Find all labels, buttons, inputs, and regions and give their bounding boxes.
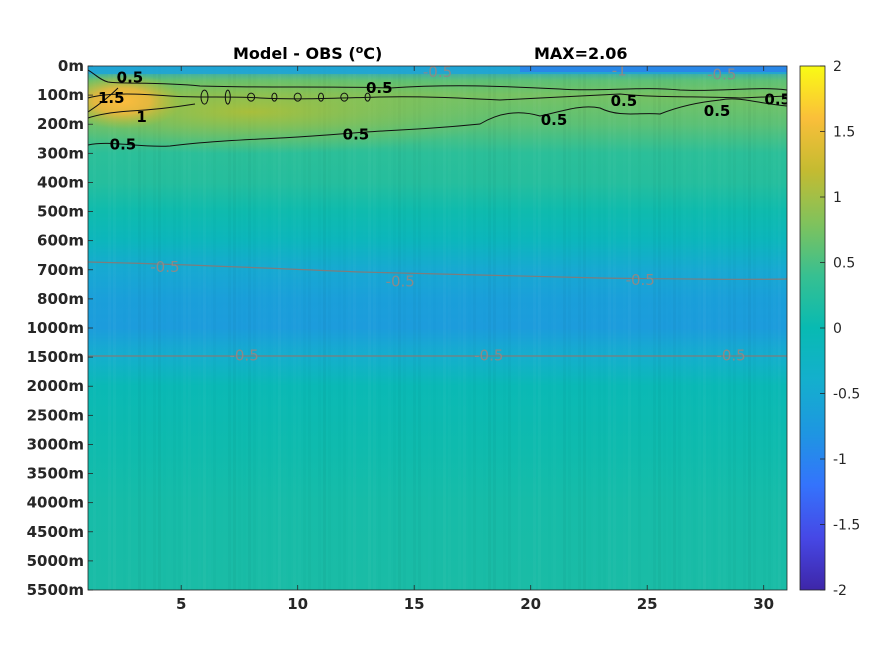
max-annotation: MAX=2.06 — [534, 44, 628, 63]
contour-label-negative: -0.5 — [386, 272, 415, 290]
y-tick-label: 600m — [37, 232, 84, 250]
contour-loop — [318, 92, 324, 102]
y-tick-label: 5000m — [27, 552, 84, 570]
y-tick-label: 200m — [37, 115, 84, 133]
contour-lines-negative — [88, 261, 787, 357]
x-tick-label: 20 — [520, 595, 541, 613]
chart-title-text: Model - OBS ( — [233, 44, 356, 63]
y-tick-label: 4000m — [27, 494, 84, 512]
x-tick-label: 15 — [404, 595, 425, 613]
contour-label-negative: -0.5 — [229, 347, 258, 365]
y-tick-label: 500m — [37, 203, 84, 221]
contour-label-positive: 0.5 — [343, 125, 370, 143]
warm-core — [88, 73, 184, 129]
y-tick-label: 3000m — [27, 435, 84, 453]
y-tick-label: 3500m — [27, 465, 84, 483]
contour-loop — [200, 89, 209, 105]
y-tick-label: 1000m — [27, 319, 84, 337]
contour-label-negative: -0.5 — [150, 258, 179, 276]
contour-loop — [293, 92, 302, 102]
y-axis: 0m 100m 200m 300m 400m 500m 600m 700m 800m 1000m 1… — [27, 57, 93, 599]
colorbar-tick-label: 1.5 — [833, 125, 855, 141]
contour-loop — [247, 92, 256, 102]
colorbar-tick-label: -2 — [833, 583, 847, 599]
contour-loop — [271, 92, 278, 102]
colorbar-tick-label: -1.5 — [833, 518, 860, 534]
chart-title-unit-letter: o — [356, 43, 364, 56]
x-tick-label: 5 — [176, 595, 186, 613]
contour-label-positive: 0.5 — [764, 90, 791, 108]
contour-label-negative: -0.5 — [626, 271, 655, 289]
x-tick-label: 10 — [287, 595, 308, 613]
contour-label-positive: 0.5 — [366, 79, 393, 97]
contour-warm-edge — [88, 87, 119, 113]
contour-loop — [364, 92, 371, 102]
contour-label-negative: -0.5 — [716, 347, 745, 365]
contour-label-negative: -1 — [612, 61, 627, 79]
contour-labels: 0.5 1.5 1 0.5 0.5 0.5 0.5 0.5 0.5 0.5 -0.5 -1 -0.5 -0… — [98, 61, 791, 365]
contour-label-positive: 0.5 — [110, 136, 137, 154]
y-tick-label: 700m — [37, 261, 84, 279]
y-tick-label: 800m — [37, 290, 84, 308]
y-tick-label: 2000m — [27, 377, 84, 395]
contour-neg-700 — [88, 261, 787, 281]
contour-label-positive: 1.5 — [98, 89, 125, 107]
contour-loops — [200, 89, 371, 105]
y-tick-label: 0m — [58, 57, 84, 75]
surface-cold-strip — [88, 66, 787, 74]
y-tick-label: 5500m — [27, 581, 84, 599]
colorbar-tick-label: -0.5 — [833, 387, 860, 403]
y-tick-label: 100m — [37, 86, 84, 104]
y-tick-label: 2500m — [27, 406, 84, 424]
contour-positive-mid — [88, 93, 787, 101]
colorbar-tick-label: 0 — [833, 321, 842, 337]
contour-label-positive: 1 — [136, 108, 146, 126]
colorbar-tick-label: 0.5 — [833, 256, 855, 272]
plot-area: 0.5 1.5 1 0.5 0.5 0.5 0.5 0.5 0.5 0.5 -0.5 -1 -0.5 -0… — [88, 61, 791, 590]
colorbar-tick-label: 2 — [833, 59, 842, 75]
contour-label-positive: 0.5 — [541, 111, 568, 129]
y-tick-label: 300m — [37, 144, 84, 162]
x-axis: 5 10 15 20 25 30 — [176, 66, 774, 613]
y-tick-label: 400m — [37, 173, 84, 191]
contour-loop — [340, 92, 349, 102]
contour-lines — [88, 69, 787, 147]
contour-label-positive: 0.5 — [611, 92, 638, 110]
chart-title: Model - OBS (oC) — [233, 43, 382, 63]
surface-cold-strip-east — [520, 66, 787, 72]
y-tick-label: 1500m — [27, 348, 84, 366]
contour-loop — [224, 89, 231, 105]
colorbar-tick-label: 1 — [833, 190, 842, 206]
contour-label-negative: -0.5 — [474, 347, 503, 365]
contour-half-deep — [88, 98, 787, 147]
x-tick-label: 25 — [637, 595, 658, 613]
warm-band — [88, 70, 510, 154]
contour-label-positive: 0.5 — [117, 69, 144, 87]
contour-one — [88, 103, 196, 119]
colorbar-tick-label: -1 — [833, 452, 847, 468]
contour-label-positive: 0.5 — [704, 102, 731, 120]
colorbar: 2 1.5 1 0.5 0 -0.5 -1 -1.5 -2 — [799, 59, 860, 599]
x-tick-label: 30 — [753, 595, 774, 613]
y-tick-label: 4500m — [27, 523, 84, 541]
contour-label-negative: -0.5 — [707, 66, 736, 84]
colorbar-ticks: 2 1.5 1 0.5 0 -0.5 -1 -1.5 -2 — [820, 59, 860, 599]
contour-label-negative: -0.5 — [423, 63, 452, 81]
contour-positive-upper — [88, 69, 787, 91]
